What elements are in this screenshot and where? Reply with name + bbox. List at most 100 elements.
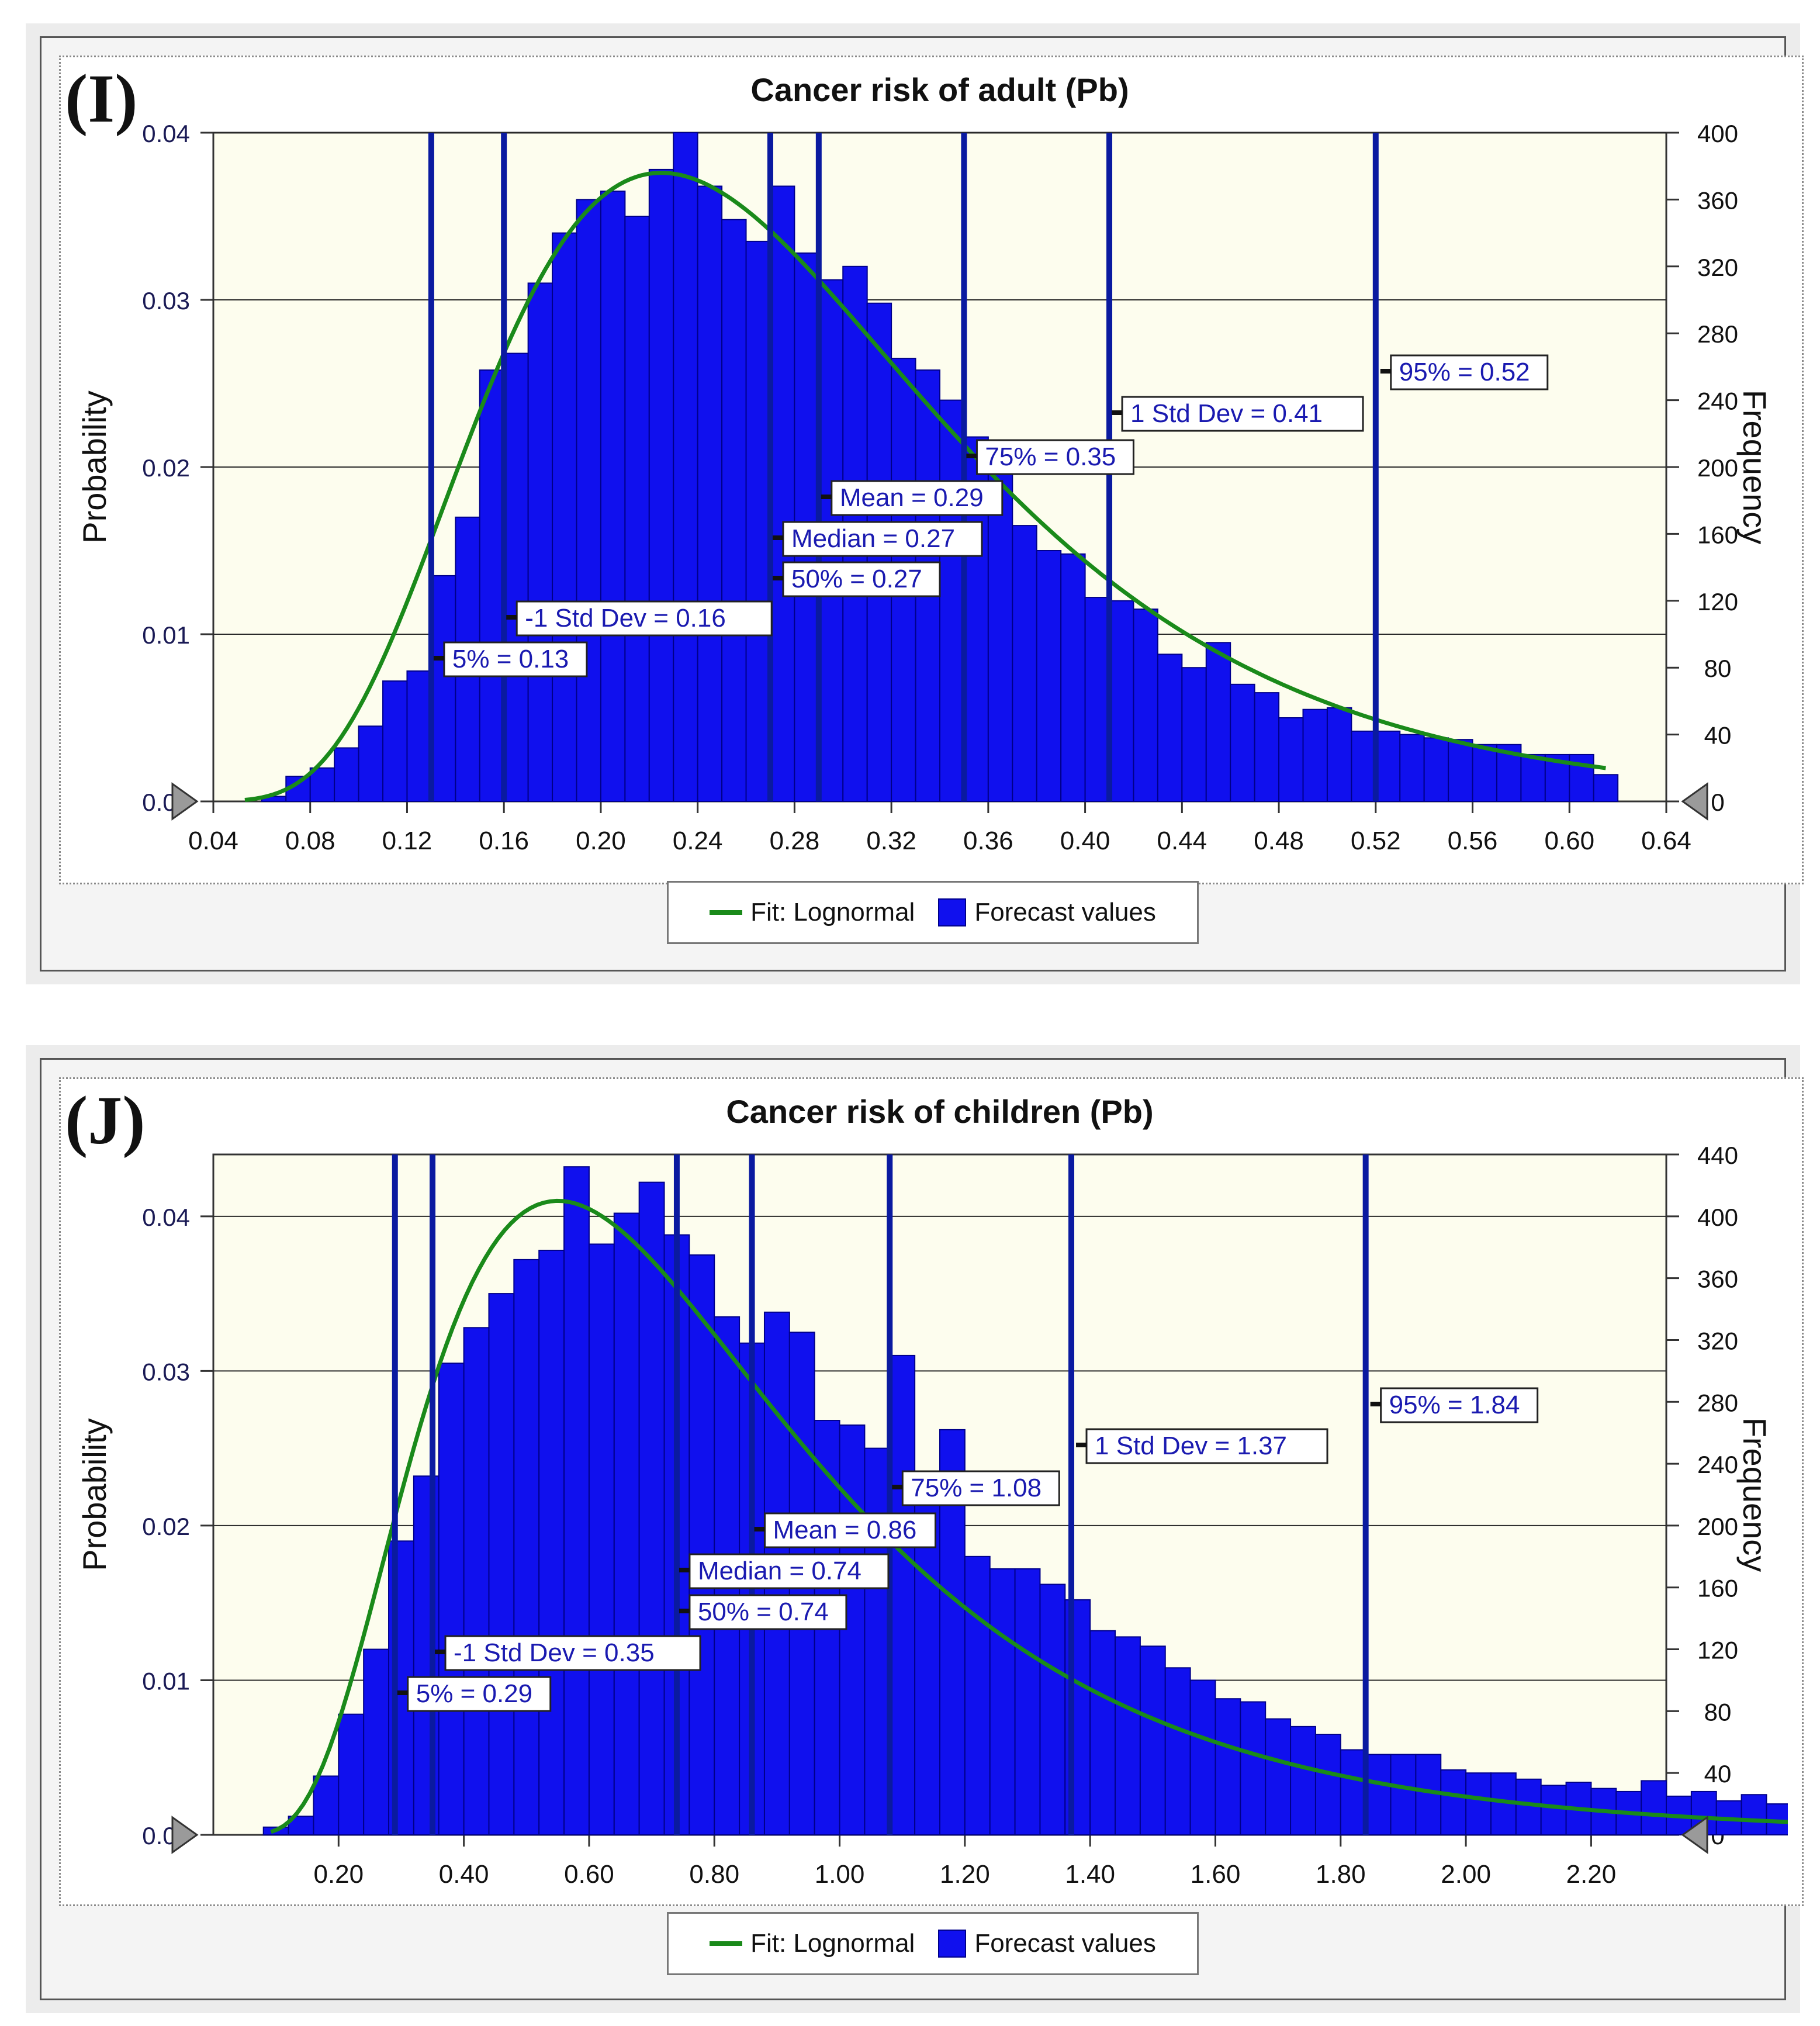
marker-label-pointer [1112, 410, 1123, 415]
marker-label: 5% = 0.29 [416, 1679, 532, 1708]
x-tick-label: 1.00 [815, 1860, 865, 1889]
y-right-tick-label: 360 [1697, 186, 1738, 214]
chart-title: Cancer risk of adult (Pb) [750, 71, 1129, 108]
legend-item-fit: Fit: Lognormal [710, 1929, 915, 1958]
marker-label: 50% = 0.74 [698, 1598, 829, 1626]
x-tick-label: 0.64 [1641, 827, 1691, 855]
histogram-bar [1164, 1667, 1191, 1835]
histogram-bar [1014, 1568, 1041, 1835]
histogram-bar [1012, 525, 1037, 802]
x-tick-label: 0.80 [689, 1860, 739, 1889]
marker-label: 75% = 1.08 [911, 1474, 1042, 1502]
y-right-tick-label: 360 [1697, 1266, 1738, 1293]
histogram-bar [1520, 753, 1546, 803]
histogram-bar [1254, 692, 1280, 802]
marker-label: 95% = 0.52 [1399, 358, 1530, 386]
right-range-triangle [1681, 782, 1708, 821]
legend-item-forecast: Forecast values [938, 898, 1156, 927]
histogram-bar [1240, 1701, 1267, 1836]
histogram-bar [479, 369, 505, 802]
y-left-tick-label: 0.02 [142, 1513, 190, 1540]
marker-label-pointer [1380, 369, 1391, 374]
histogram-bar [721, 219, 747, 803]
histogram-bar [624, 216, 650, 802]
histogram-bar [1115, 1636, 1141, 1836]
x-tick-label: 0.12 [382, 827, 432, 855]
y-axis-left-title: Probability [76, 1418, 113, 1571]
y-left-tick-label: 0.01 [142, 621, 190, 649]
histogram-bar [1390, 1754, 1417, 1836]
y-right-tick-label: 400 [1697, 1204, 1738, 1231]
x-tick-label: 0.16 [479, 827, 529, 855]
histogram-bar [309, 767, 335, 803]
x-tick-label: 0.20 [313, 1860, 364, 1889]
y-right-tick-label: 80 [1704, 1698, 1732, 1726]
y-right-tick-label: 0 [1711, 789, 1724, 816]
histogram-bar [463, 1327, 490, 1836]
marker-label-pointer [772, 576, 783, 580]
histogram-bar [1375, 730, 1401, 803]
histogram-bar [989, 1568, 1016, 1835]
x-tick-label: 1.20 [940, 1860, 990, 1889]
histogram-bar [1230, 683, 1255, 803]
histogram-bar [987, 466, 1013, 802]
legend-label-fit: Fit: Lognormal [750, 1929, 915, 1958]
marker-label-box [1380, 1387, 1539, 1423]
x-tick-label: 0.36 [963, 827, 1013, 855]
histogram-bar [1265, 1718, 1292, 1836]
histogram-bar [1133, 609, 1158, 802]
marker-label-pointer [397, 1690, 408, 1695]
y-left-tick-label: 0.03 [142, 287, 190, 314]
panel-frame: Cancer risk of adult (Pb) 0.00 0.01 0.02 0.0… [40, 36, 1804, 971]
y-right-tick-label: 240 [1697, 388, 1738, 415]
histogram-bar [438, 1363, 465, 1835]
y-axis-right-title: Frequency [1736, 390, 1773, 545]
marker-label-box [782, 561, 941, 597]
marker-label-pointer [679, 1568, 690, 1572]
y-right-tick-label: 440 [1697, 1142, 1738, 1169]
x-tick-label: 1.80 [1316, 1860, 1366, 1889]
histogram-bar [1157, 654, 1183, 802]
histogram-bar [1741, 1794, 1767, 1835]
x-tick-label: 0.28 [770, 827, 820, 855]
marker-label-box [901, 1470, 1060, 1506]
histogram-bar [588, 1243, 615, 1836]
marker-label-pointer [435, 1650, 446, 1654]
y-right-tick-label: 80 [1704, 655, 1732, 682]
x-tick-label: 0.40 [1060, 827, 1110, 855]
marker-label: Median = 0.27 [791, 524, 955, 553]
marker-label-box [688, 1553, 890, 1589]
x-tick-label: 0.52 [1351, 827, 1401, 855]
histogram-bar [1205, 642, 1231, 803]
y-axis-right-title: Frequency [1736, 1417, 1773, 1572]
histogram-bar [503, 352, 529, 802]
marker-label: -1 Std Dev = 0.35 [454, 1638, 655, 1667]
marker-label: 5% = 0.13 [452, 645, 569, 673]
marker-label-box [831, 480, 1004, 516]
fit-lognormal-curve [270, 1198, 1788, 1834]
marker-label-pointer [1076, 1443, 1087, 1447]
y-right-tick-label: 40 [1704, 1760, 1732, 1788]
histogram-bar [406, 670, 432, 803]
histogram-bar [964, 1555, 991, 1835]
x-tick-label: 0.44 [1157, 827, 1207, 855]
marker-label-pointer [506, 615, 517, 620]
histogram-bar [288, 1816, 314, 1835]
x-tick-label: 2.00 [1441, 1860, 1491, 1889]
marker-label-box [515, 600, 773, 637]
histogram-bar [1290, 1726, 1316, 1836]
histogram-bar [1465, 1772, 1492, 1835]
x-tick-label: 0.48 [1254, 827, 1304, 855]
marker-label-pointer [1370, 1402, 1381, 1406]
histogram-bar [638, 1181, 665, 1836]
histogram-bar [745, 240, 771, 802]
histogram-bar [382, 680, 408, 802]
legend-label-forecast: Forecast values [974, 898, 1156, 926]
marker-label-pointer [754, 1527, 765, 1531]
fit-line-swatch [710, 1941, 743, 1946]
y-left-tick-label: 0.01 [142, 1667, 190, 1695]
marker-label-box [1390, 354, 1549, 390]
x-tick-label: 0.60 [1544, 827, 1594, 855]
histogram-bar [1472, 744, 1497, 803]
histogram-bar [648, 168, 674, 802]
